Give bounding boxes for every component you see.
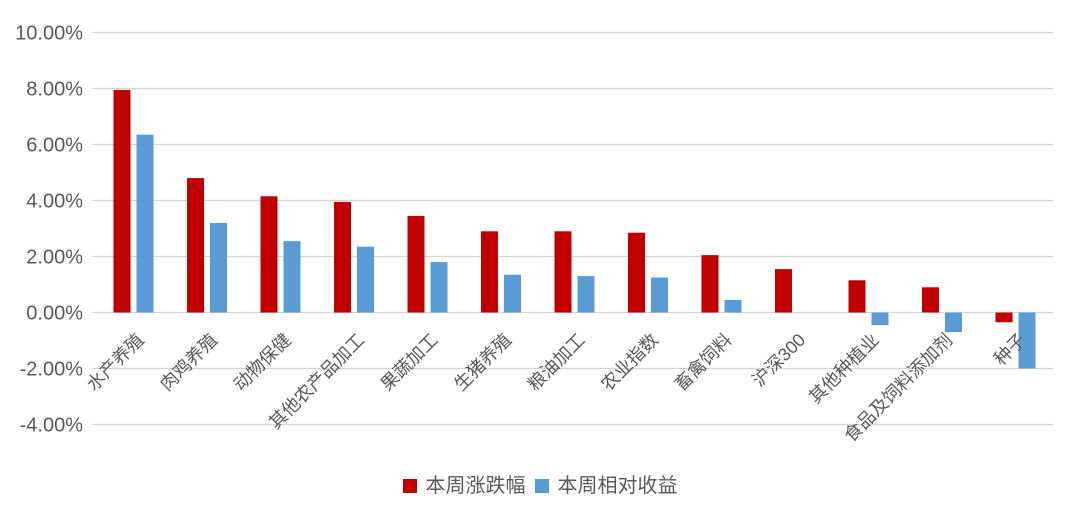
y-axis-tick-label: -2.00%: [20, 359, 84, 381]
category-label-1: 肉鸡养殖: [156, 329, 222, 395]
bar-weekly-change-3: [334, 201, 351, 313]
bar-relative-return-12: [1018, 312, 1036, 369]
bar-relative-return-8: [724, 299, 742, 313]
bar-weekly-change-1: [187, 178, 204, 313]
legend-item-weekly-change: 本周涨跌幅: [402, 475, 526, 497]
y-axis-tick-label: 4.00%: [26, 191, 83, 213]
category-label-6: 粮油加工: [524, 330, 589, 395]
bar-relative-return-1: [210, 222, 227, 313]
bar-weekly-change-4: [407, 215, 425, 313]
bar-relative-return-10: [871, 312, 889, 326]
category-label-4: 果蔬加工: [377, 330, 442, 395]
category-label-2: 动物保健: [230, 330, 295, 395]
bar-weekly-change-6: [554, 231, 572, 313]
bar-relative-return-11: [945, 312, 962, 333]
legend-swatch-red: [402, 479, 417, 493]
legend-label-relative-return: 本周相对收益: [557, 475, 678, 497]
bar-weekly-change-5: [481, 231, 498, 313]
bar-chart: 10.00% 8.00% 6.00% 4.00% 2.00% 0.00% -2.00% -4.…: [15, 23, 1053, 446]
bar-relative-return-0: [136, 134, 154, 313]
y-axis-tick-label: 8.00%: [26, 79, 83, 101]
category-label-9: 沪深300: [748, 330, 809, 391]
bar-weekly-change-8: [701, 255, 719, 313]
bar-weekly-change-2: [260, 196, 278, 313]
bar-weekly-change-0: [113, 89, 131, 313]
bar-weekly-change-10: [848, 280, 866, 313]
category-label-8: 畜禽饲料: [671, 330, 736, 395]
legend-swatch-blue: [534, 479, 549, 493]
y-axis-tick-label: 0.00%: [26, 303, 83, 325]
legend-item-relative-return: 本周相对收益: [534, 475, 678, 497]
bar-relative-return-4: [430, 262, 448, 313]
category-label-5: 生猪养殖: [450, 329, 516, 395]
bar-relative-return-7: [651, 277, 668, 313]
y-axis-tick-label: -4.00%: [20, 415, 84, 437]
bar-relative-return-3: [357, 246, 374, 313]
bar-weekly-change-11: [922, 287, 939, 313]
bar-relative-return-6: [577, 276, 595, 313]
chart-legend: 本周涨跌幅 本周相对收益: [0, 476, 1080, 496]
bar-relative-return-5: [504, 274, 521, 313]
bar-relative-return-2: [283, 241, 301, 313]
y-axis-tick-label: 10.00%: [15, 23, 83, 45]
bar-weekly-change-9: [775, 269, 792, 313]
y-axis-tick-label: 6.00%: [26, 135, 83, 157]
y-axis-tick-label: 2.00%: [26, 247, 83, 269]
legend-label-weekly-change: 本周涨跌幅: [425, 475, 526, 497]
bar-weekly-change-7: [628, 232, 645, 313]
category-label-0: 水产养殖: [82, 329, 148, 395]
bar-weekly-change-12: [995, 312, 1013, 323]
category-label-7: 农业指数: [597, 330, 662, 395]
